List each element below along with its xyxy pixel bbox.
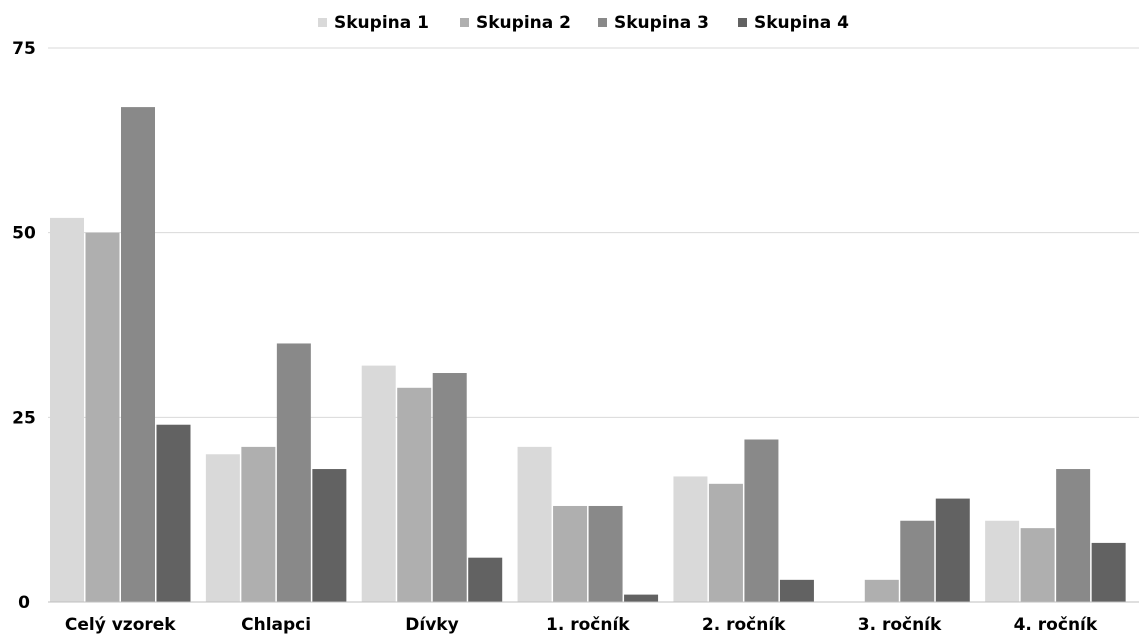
bar-skupina-2-4: [708, 483, 743, 602]
bar-skupina-2-0: [85, 232, 120, 602]
y-tick-label: 50: [12, 224, 36, 244]
bar-skupina-4-2: [468, 557, 503, 602]
bar-skupina-4-5: [935, 498, 970, 602]
x-axis-categories: Celý vzorek Chlapci Dívky 1. ročník 2. roční…: [65, 615, 1098, 635]
legend-label: Skupina 4: [754, 13, 849, 33]
bar-skupina-1-3: [517, 446, 552, 602]
bar-skupina-4-3: [624, 594, 659, 602]
legend-swatch: [598, 18, 607, 27]
bar-skupina-4-1: [312, 469, 347, 602]
bar-skupina-1-0: [50, 217, 84, 603]
bar-skupina-3-2: [432, 373, 467, 602]
legend-label: Skupina 1: [334, 13, 429, 33]
y-tick-label: 0: [18, 593, 30, 613]
bar-skupina-2-3: [553, 505, 588, 602]
bar-skupina-3-5: [900, 520, 935, 602]
bar-skupina-1-1: [205, 454, 240, 602]
bar-skupina-1-6: [985, 520, 1020, 602]
legend-label: Skupina 3: [614, 13, 709, 33]
bar-skupina-4-6: [1091, 542, 1126, 602]
bar-skupina-4-0: [156, 424, 191, 602]
bar-skupina-3-6: [1056, 469, 1091, 602]
legend-swatch: [738, 18, 747, 27]
bar-skupina-3-0: [121, 107, 155, 603]
bars: [50, 107, 1126, 603]
bar-skupina-2-2: [397, 387, 432, 602]
y-tick-label: 75: [12, 39, 36, 59]
bar-skupina-3-3: [588, 505, 623, 602]
gridlines: [48, 47, 1139, 418]
x-category-label: Celý vzorek: [65, 615, 176, 635]
x-category-label: 1. ročník: [546, 615, 630, 635]
legend-swatch: [460, 18, 469, 27]
bar-skupina-4-4: [779, 579, 814, 602]
x-category-label: 4. ročník: [1014, 615, 1098, 635]
bar-skupina-1-4: [673, 476, 708, 602]
legend-label: Skupina 2: [476, 13, 571, 33]
x-category-label: 3. ročník: [858, 615, 942, 635]
legend-swatch: [318, 18, 327, 27]
x-category-label: 2. ročník: [702, 615, 786, 635]
bar-skupina-3-1: [276, 343, 311, 602]
bar-skupina-3-4: [744, 439, 779, 602]
y-tick-label: 25: [12, 408, 36, 428]
bar-skupina-2-1: [241, 446, 276, 602]
y-axis-ticks: 0 25 50 75: [12, 39, 36, 613]
bar-skupina-1-2: [361, 365, 396, 602]
x-category-label: Dívky: [405, 615, 458, 635]
bar-skupina-2-6: [1020, 528, 1055, 602]
legend: Skupina 1 Skupina 2 Skupina 3 Skupina 4: [318, 13, 849, 33]
x-category-label: Chlapci: [241, 615, 311, 635]
bar-skupina-2-5: [864, 579, 899, 602]
